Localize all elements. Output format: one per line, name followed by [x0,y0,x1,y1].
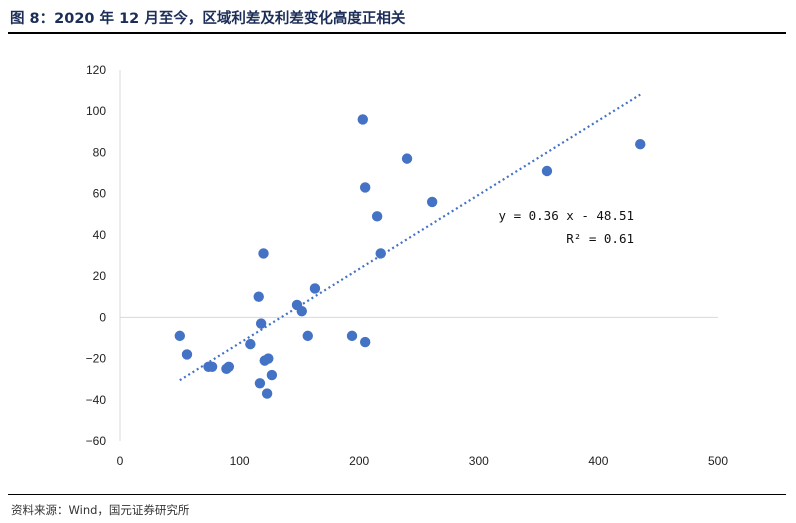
title-rule [8,32,786,34]
trendline [179,93,641,382]
scatter-point [255,318,267,329]
scatter-point [359,336,371,348]
y-tick-label: 40 [93,228,107,242]
source-note: 资料来源：Wind，国元证券研究所 [11,503,190,517]
y-tick-label: 80 [93,145,107,159]
chart-axes [119,70,718,441]
scatter-point [635,139,646,150]
scatter-point [302,330,313,342]
scatter-point [541,165,553,177]
figure-title: 图 8：2020 年 12 月至今，区域利差及利差变化高度正相关 [10,11,406,27]
x-tick-label: 300 [469,454,489,468]
scatter-point [206,361,218,372]
x-tick-label: 100 [230,454,250,468]
y-tick-label: 60 [93,187,107,201]
x-tick-label: 200 [349,454,369,468]
y-tick-label: 0 [99,310,106,324]
y-tick-label: 120 [86,63,106,77]
scatter-point [375,248,386,259]
scatter-point [258,248,269,259]
scatter-point [359,182,371,193]
trendline-equation: y = 0.36 x - 48.51 [499,208,634,223]
scatter-point [357,114,368,125]
scatter-point [181,349,193,360]
scatter-point [371,211,383,222]
scatter-point [266,369,278,381]
tick-labels: −60 −40 −20 0 20 40 60 80 100 120 0 100 200 300 400 500 [86,63,729,468]
scatter-point [263,353,274,364]
scatter-point [346,330,358,342]
y-tick-label: −20 [86,352,107,366]
scatter-point [174,330,185,342]
y-tick-label: −60 [86,434,107,448]
scatter-point [401,153,413,164]
scatter-point [245,338,256,350]
x-tick-label: 0 [117,454,124,468]
scatter-point [296,305,307,317]
y-tick-label: −40 [86,393,107,407]
y-tick-label: 100 [86,104,106,118]
trendline-line [179,93,641,382]
scatter-points [174,114,646,399]
scatter-point [426,196,438,208]
source-rule [8,494,786,495]
scatter-point [261,388,273,399]
scatter-point [309,283,321,294]
trendline-r2: R² = 0.61 [566,231,634,246]
scatter-point [223,361,235,372]
scatter-point [253,291,264,302]
x-tick-label: 500 [708,454,728,468]
y-tick-label: 20 [93,269,107,283]
x-tick-label: 400 [588,454,608,468]
scatter-point [254,378,266,389]
